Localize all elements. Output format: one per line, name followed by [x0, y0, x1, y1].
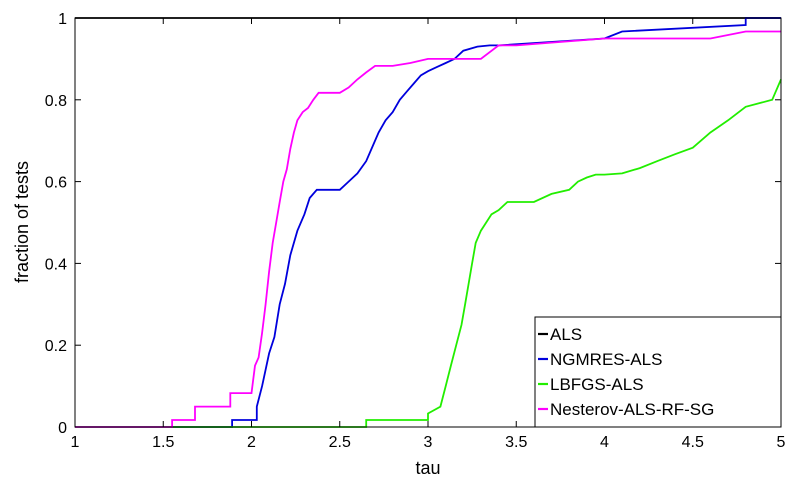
x-axis-label: tau: [415, 458, 440, 478]
x-tick-label: 1.5: [152, 434, 174, 451]
series-line-1: [75, 17, 781, 428]
series-line-2: [75, 79, 782, 428]
tick-layer: 1 1.5 2 2.5 3 3.5 4 4.5 5 0 0.2 0.4 0.6 0.8 1: [45, 11, 786, 451]
y-tick-label: 0.4: [45, 256, 67, 273]
legend-label: LBFGS-ALS: [550, 375, 644, 394]
x-tick-label: 5: [777, 434, 786, 451]
x-tick-label: 2.5: [329, 434, 351, 451]
legend-label: ALS: [550, 325, 582, 344]
x-tick-label: 2: [247, 434, 256, 451]
y-axis-label: fraction of tests: [12, 161, 32, 283]
y-tick-label: 0: [58, 420, 67, 437]
legend-label: NGMRES-ALS: [550, 350, 662, 369]
series-line-3: [75, 30, 781, 428]
x-tick-label: 3: [424, 434, 433, 451]
y-tick-label: 0.8: [45, 93, 67, 110]
y-tick-label: 0.2: [45, 338, 67, 355]
y-tick-label: 1: [58, 11, 67, 28]
legend: ALS NGMRES-ALS LBFGS-ALS Nesterov-ALS-RF-SG: [534, 316, 782, 428]
legend-label: Nesterov-ALS-RF-SG: [550, 400, 714, 419]
x-tick-label: 4: [600, 434, 609, 451]
x-tick-label: 4.5: [682, 434, 704, 451]
x-tick-label: 3.5: [505, 434, 527, 451]
legend-box: [534, 316, 782, 428]
x-tick-label: 1: [71, 434, 80, 451]
y-tick-label: 0.6: [45, 175, 67, 192]
